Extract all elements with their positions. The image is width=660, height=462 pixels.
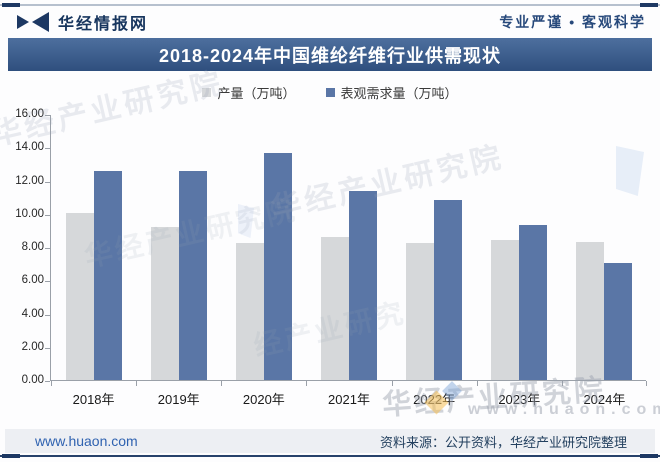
y-tick-label: 10.00 — [15, 207, 44, 220]
bar-demand-2022年 — [434, 200, 463, 380]
y-tick-label: 14.00 — [15, 141, 44, 154]
y-axis-tick — [45, 181, 50, 183]
brand-name: 华经情报网 — [58, 16, 149, 33]
x-axis-tick — [306, 381, 308, 386]
x-axis-tick — [476, 381, 478, 386]
bar-demand-2018年 — [93, 171, 122, 380]
plot-area: 2018年 2019年 2020年 2021年 2022年 2023年 2024年 — [45, 115, 647, 407]
y-tick-label: 12.00 — [15, 174, 44, 187]
x-tick-label: 2018年 — [72, 392, 115, 407]
header-bar: 华经情报网 专业严谨 • 客观科学 — [16, 9, 646, 35]
x-tick-label: 2022年 — [413, 392, 456, 407]
x-tick-label: 2024年 — [583, 392, 626, 407]
bar-production-2022年 — [406, 243, 435, 380]
legend-item-production: 产量（万吨） — [202, 83, 296, 102]
bar-demand-2021年 — [349, 191, 377, 380]
y-axis-tick — [45, 148, 50, 150]
x-axis-tick — [646, 381, 647, 386]
footer-site-link[interactable]: www.huaon.com — [35, 433, 138, 449]
y-axis-labels: 16.00 14.00 12.00 10.00 8.00 6.00 4.00 2.00 0.00 — [0, 108, 44, 386]
bottom-border-line — [0, 455, 660, 457]
brand: 华经情报网 — [16, 10, 148, 34]
y-tick-label: 16.00 — [15, 108, 44, 120]
legend-label-production: 产量（万吨） — [217, 86, 296, 101]
legend-swatch-production — [202, 88, 212, 97]
legend-label-demand: 表观需求量（万吨） — [340, 86, 458, 101]
y-axis-tick — [45, 115, 50, 116]
legend-swatch-demand — [325, 88, 335, 97]
bar-production-2019年 — [150, 227, 179, 380]
x-tick-label: 2021年 — [328, 392, 370, 407]
title-banner: 2018-2024年中国维纶纤维行业供需现状 — [8, 38, 652, 71]
x-axis-tick — [51, 381, 52, 386]
footer-bar: www.huaon.com 资料来源：公开资料，华经产业研究院整理 — [5, 429, 655, 453]
bar-production-2024年 — [576, 242, 605, 380]
bar-production-2023年 — [491, 240, 520, 380]
bar-production-2020年 — [235, 243, 264, 380]
bar-production-2018年 — [65, 213, 94, 380]
bar-demand-2019年 — [178, 171, 207, 380]
x-tick-label: 2020年 — [242, 392, 285, 407]
brand-logo-icon — [16, 11, 50, 33]
x-tick-label: 2019年 — [157, 392, 200, 407]
y-tick-label: 2.00 — [21, 340, 44, 353]
y-axis-tick — [45, 347, 50, 349]
bar-demand-2024年 — [604, 263, 633, 380]
y-tick-label: 8.00 — [21, 241, 44, 253]
top-left-accent-block — [2, 3, 20, 7]
chart-legend: 产量（万吨） 表观需求量（万吨） — [0, 83, 660, 102]
bottom-left-accent-block — [2, 454, 20, 458]
x-axis-tick — [136, 381, 138, 386]
y-axis-tick — [45, 214, 50, 216]
y-tick-label: 6.00 — [21, 274, 44, 287]
x-axis-tick — [221, 381, 223, 386]
top-right-accent-block — [640, 3, 658, 7]
bar-demand-2023年 — [519, 225, 548, 380]
y-axis-tick — [45, 314, 50, 316]
bar-demand-2020年 — [263, 153, 292, 380]
bar-production-2021年 — [321, 237, 349, 380]
footer-source-text: 资料来源：公开资料，华经产业研究院整理 — [379, 434, 627, 450]
header-slogan: 专业严谨 • 客观科学 — [499, 14, 646, 30]
chart-title: 2018-2024年中国维纶纤维行业供需现状 — [158, 45, 502, 66]
x-axis-tick — [391, 381, 393, 386]
x-tick-label: 2023年 — [498, 392, 541, 407]
y-axis-tick — [45, 281, 50, 283]
bottom-right-accent-block — [640, 454, 658, 458]
y-tick-label: 4.00 — [21, 307, 44, 320]
y-tick-label: 0.00 — [21, 374, 44, 386]
x-axis-tick — [561, 381, 563, 386]
y-axis-tick — [45, 248, 50, 249]
legend-item-demand: 表观需求量（万吨） — [325, 83, 458, 102]
y-axis-tick — [45, 381, 50, 382]
top-border-line — [0, 4, 660, 6]
